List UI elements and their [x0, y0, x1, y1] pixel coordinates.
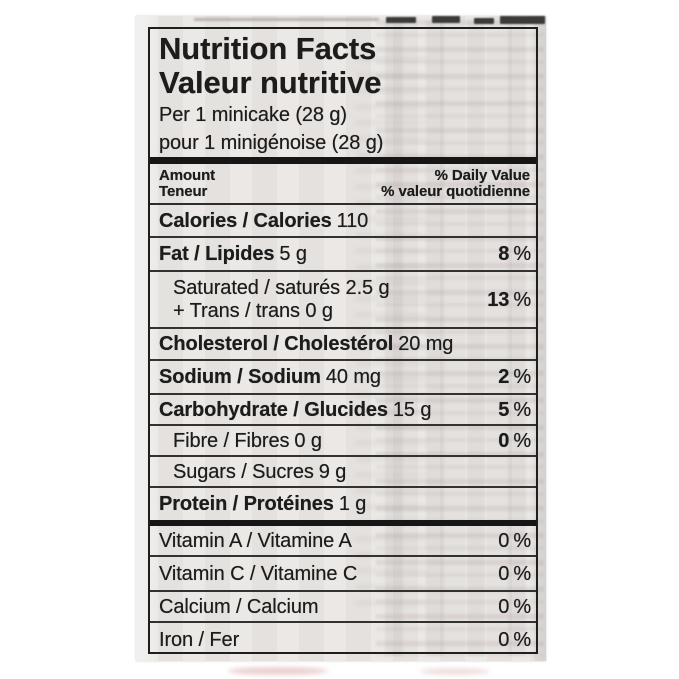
row-iron: Iron / Fer 0% — [150, 623, 536, 657]
label-photo: Nutrition Facts Valeur nutritive Per 1 m… — [136, 16, 546, 661]
row-label: Fat / Lipides 5 g — [159, 243, 307, 265]
percent-sign: % — [513, 629, 531, 651]
percent-sign: % — [513, 429, 531, 452]
row-daily-value: 0% — [498, 562, 531, 585]
percent-sign: % — [513, 529, 531, 552]
row-daily-value: 13% — [487, 288, 531, 311]
row-label: Cholesterol / Cholestérol 20 mg — [159, 333, 454, 355]
row-daily-value: 0% — [498, 629, 531, 651]
row-carbohydrate: Carbohydrate / Glucides 15 g 5% — [150, 395, 536, 426]
thick-divider — [150, 157, 536, 164]
row-saturated-trans: Saturated / saturés 2.5 g + Trans / tran… — [150, 272, 536, 329]
title-en: Nutrition Facts — [159, 31, 377, 66]
row-fibre: Fibre / Fibres 0 g 0% — [150, 426, 536, 457]
percent-sign: % — [513, 562, 531, 585]
row-protein: Protein / Protéines 1 g — [150, 488, 536, 520]
row-label: Carbohydrate / Glucides 15 g — [159, 398, 432, 421]
column-header: Amount Teneur % Daily Value % valeur quo… — [150, 164, 536, 205]
row-cholesterol: Cholesterol / Cholestérol 20 mg — [150, 329, 536, 361]
daily-value-header-fr: % valeur quotidienne — [381, 183, 530, 200]
row-label: Calcium / Calcium — [159, 595, 319, 618]
row-label: Vitamin C / Vitamine C — [159, 562, 358, 585]
cutoff-print-fragment — [500, 16, 545, 24]
cutoff-print-fragment — [194, 18, 379, 21]
row-daily-value: 0% — [498, 429, 531, 452]
row-daily-value: 0% — [498, 529, 531, 552]
row-daily-value: 0% — [498, 595, 531, 618]
serving-size-en: Per 1 minicake (28 g) — [159, 104, 347, 126]
cutoff-print-fragment — [386, 17, 416, 23]
row-sodium: Sodium / Sodium 40 mg 2% — [150, 361, 536, 395]
row-label: Fibre / Fibres 0 g — [173, 429, 322, 452]
percent-sign: % — [513, 398, 531, 421]
daily-value-header: % Daily Value % valeur quotidienne — [381, 168, 530, 200]
cutoff-print-fragment — [432, 16, 460, 23]
daily-value-header-en: % Daily Value — [434, 167, 531, 184]
row-label: Saturated / saturés 2.5 g + Trans / tran… — [173, 276, 390, 322]
row-label: Calories / Calories 110 — [159, 209, 369, 232]
percent-sign: % — [513, 288, 531, 311]
percent-sign: % — [513, 595, 531, 618]
percent-sign: % — [513, 243, 531, 265]
nutrition-facts-box: Nutrition Facts Valeur nutritive Per 1 m… — [148, 27, 538, 654]
row-calories: Calories / Calories 110 — [150, 205, 536, 238]
percent-sign: % — [513, 366, 531, 388]
pink-smudge — [228, 667, 328, 675]
row-label: Vitamin A / Vitamine A — [159, 529, 352, 552]
row-label: Sodium / Sodium 40 mg — [159, 366, 381, 388]
amount-header-en: Amount — [159, 167, 216, 184]
ghost-print-texture — [376, 20, 544, 656]
cutoff-print-fragment — [474, 18, 494, 24]
row-calcium: Calcium / Calcium 0% — [150, 592, 536, 623]
serving-size-fr: pour 1 minigénoise (28 g) — [159, 132, 384, 154]
amount-header-fr: Teneur — [159, 183, 208, 200]
row-vitamin-a: Vitamin A / Vitamine A 0% — [150, 526, 536, 557]
row-sugars: Sugars / Sucres 9 g — [150, 457, 536, 488]
row-label: Sugars / Sucres 9 g — [173, 460, 347, 483]
thick-divider — [150, 520, 536, 526]
row-vitamin-c: Vitamin C / Vitamine C 0% — [150, 557, 536, 592]
row-daily-value: 5% — [498, 398, 531, 421]
row-fat: Fat / Lipides 5 g 8% — [150, 238, 536, 272]
title-fr: Valeur nutritive — [159, 65, 382, 100]
row-label: Protein / Protéines 1 g — [159, 493, 367, 515]
row-daily-value: 2% — [498, 366, 531, 388]
amount-header: Amount Teneur — [159, 168, 215, 200]
row-daily-value: 8% — [498, 243, 531, 265]
row-label: Iron / Fer — [159, 629, 240, 651]
pink-smudge — [420, 668, 490, 675]
